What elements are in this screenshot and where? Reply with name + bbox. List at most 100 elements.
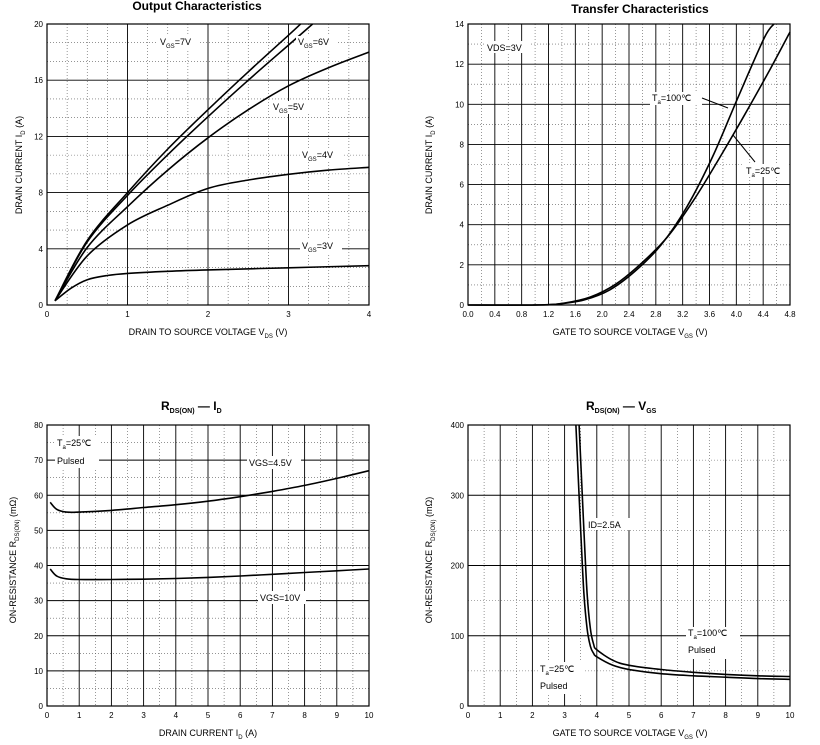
y-tick-label: 50 <box>34 526 43 535</box>
y-tick-label: 6 <box>460 181 465 190</box>
x-axis-label: DRAIN TO SOURCE VOLTAGE VDS (V) <box>129 327 288 340</box>
label-backdrop <box>686 627 740 659</box>
label-backdrop <box>258 591 306 604</box>
plot-frame <box>46 23 370 306</box>
x-tick-label: 3 <box>141 711 146 720</box>
x-tick-label: 5 <box>206 711 211 720</box>
plot-frame <box>467 424 791 707</box>
x-tick-label: 2.8 <box>650 310 662 319</box>
plot-frame <box>46 424 370 707</box>
y-tick-label: 8 <box>39 189 44 198</box>
x-tick-label: 7 <box>691 711 696 720</box>
y-tick-label: 2 <box>460 261 465 270</box>
series-label: Ta=25℃ <box>540 664 574 677</box>
label-backdrop <box>650 92 702 105</box>
x-tick-label: 4 <box>174 711 179 720</box>
x-tick-label: 7 <box>270 711 275 720</box>
x-tick-label: 9 <box>335 711 340 720</box>
series-line-3 <box>54 166 370 302</box>
y-tick-label: 14 <box>455 20 464 29</box>
label-backdrop <box>538 662 584 694</box>
series-label: Pulsed <box>540 681 568 691</box>
series-line-1 <box>575 424 791 681</box>
y-tick-label: 20 <box>34 20 43 29</box>
series-label: VGS=4V <box>302 150 333 163</box>
chart-2: 0.0 0.4 0.8 1.2 1.6 2.0 2.4 2.8 3.2 3.6 4.0 4.4 4.8 0… <box>424 2 796 340</box>
y-tick-label: 0 <box>39 702 44 711</box>
x-tick-label: 1 <box>77 711 82 720</box>
x-tick-label: 4 <box>367 310 372 319</box>
y-tick-label: 10 <box>455 100 464 109</box>
x-tick-label: 9 <box>756 711 761 720</box>
y-tick-label: 12 <box>34 132 43 141</box>
x-tick-label: 0 <box>45 310 50 319</box>
label-backdrop <box>485 41 529 53</box>
x-tick-label: 3 <box>286 310 291 319</box>
series-label: Ta=100℃ <box>688 628 727 641</box>
leader-line <box>732 134 756 163</box>
chart-title: Transfer Characteristics <box>571 2 709 16</box>
y-tick-label: 40 <box>34 562 43 571</box>
series-label: VGS=7V <box>160 37 191 50</box>
series-label: VGS=4.5V <box>249 458 292 468</box>
label-backdrop <box>586 518 630 530</box>
label-backdrop <box>158 36 200 49</box>
y-tick-label: 200 <box>451 562 465 571</box>
leader-line <box>701 97 729 109</box>
y-tick-label: 300 <box>451 491 465 500</box>
series-label: VGS=6V <box>298 37 329 50</box>
x-tick-label: 0.8 <box>516 310 528 319</box>
x-tick-label: 2 <box>206 310 211 319</box>
y-tick-label: 30 <box>34 597 43 606</box>
y-axis-label: DRAIN CURRENT ID (A) <box>14 116 27 214</box>
y-tick-label: 10 <box>34 667 43 676</box>
x-tick-label: 4 <box>595 711 600 720</box>
annotation-text: VDS=3V <box>487 43 522 53</box>
annotation-text: ID=2.5A <box>588 520 621 530</box>
label-backdrop <box>744 164 788 177</box>
label-backdrop <box>300 240 342 253</box>
x-tick-label: 0 <box>45 711 50 720</box>
series-label: VGS=10V <box>260 593 300 603</box>
x-tick-label: 10 <box>786 711 795 720</box>
x-tick-label: 2 <box>530 711 535 720</box>
y-axis-label: ON-RESISTANCE RDS(ON) (mΩ) <box>8 497 21 623</box>
series-label: VGS=3V <box>302 241 333 254</box>
y-tick-label: 8 <box>460 140 465 149</box>
series-line-0 <box>578 424 791 678</box>
x-tick-label: 1.6 <box>570 310 582 319</box>
x-tick-label: 1 <box>498 711 503 720</box>
y-tick-label: 4 <box>39 245 44 254</box>
annotation-text: Ta=25℃ <box>57 438 91 451</box>
x-tick-label: 0.4 <box>489 310 501 319</box>
x-axis-label: GATE TO SOURCE VOLTAGE VGS (V) <box>553 728 708 741</box>
series-line-1 <box>467 31 791 306</box>
y-tick-label: 60 <box>34 491 43 500</box>
chart-title: RDS(ON) — VGS <box>586 399 657 415</box>
label-backdrop <box>296 36 338 49</box>
series-label: Ta=25℃ <box>746 166 780 179</box>
y-tick-label: 20 <box>34 632 43 641</box>
y-tick-label: 80 <box>34 421 43 430</box>
series-line-1 <box>49 568 370 581</box>
x-tick-label: 5 <box>627 711 632 720</box>
y-tick-label: 0 <box>460 301 465 310</box>
x-tick-label: 2.4 <box>623 310 635 319</box>
x-tick-label: 0 <box>466 711 471 720</box>
x-tick-label: 1.2 <box>543 310 555 319</box>
series-line-0 <box>49 469 370 514</box>
x-tick-label: 1 <box>125 310 130 319</box>
y-tick-label: 0 <box>460 702 465 711</box>
y-tick-label: 70 <box>34 456 43 465</box>
y-tick-label: 100 <box>451 632 465 641</box>
chart-title: Output Characteristics <box>132 0 262 13</box>
y-tick-label: 0 <box>39 301 44 310</box>
label-backdrop <box>247 456 301 469</box>
x-tick-label: 4.4 <box>758 310 770 319</box>
x-tick-label: 3 <box>562 711 567 720</box>
y-tick-label: 12 <box>455 60 464 69</box>
x-tick-label: 10 <box>365 711 374 720</box>
